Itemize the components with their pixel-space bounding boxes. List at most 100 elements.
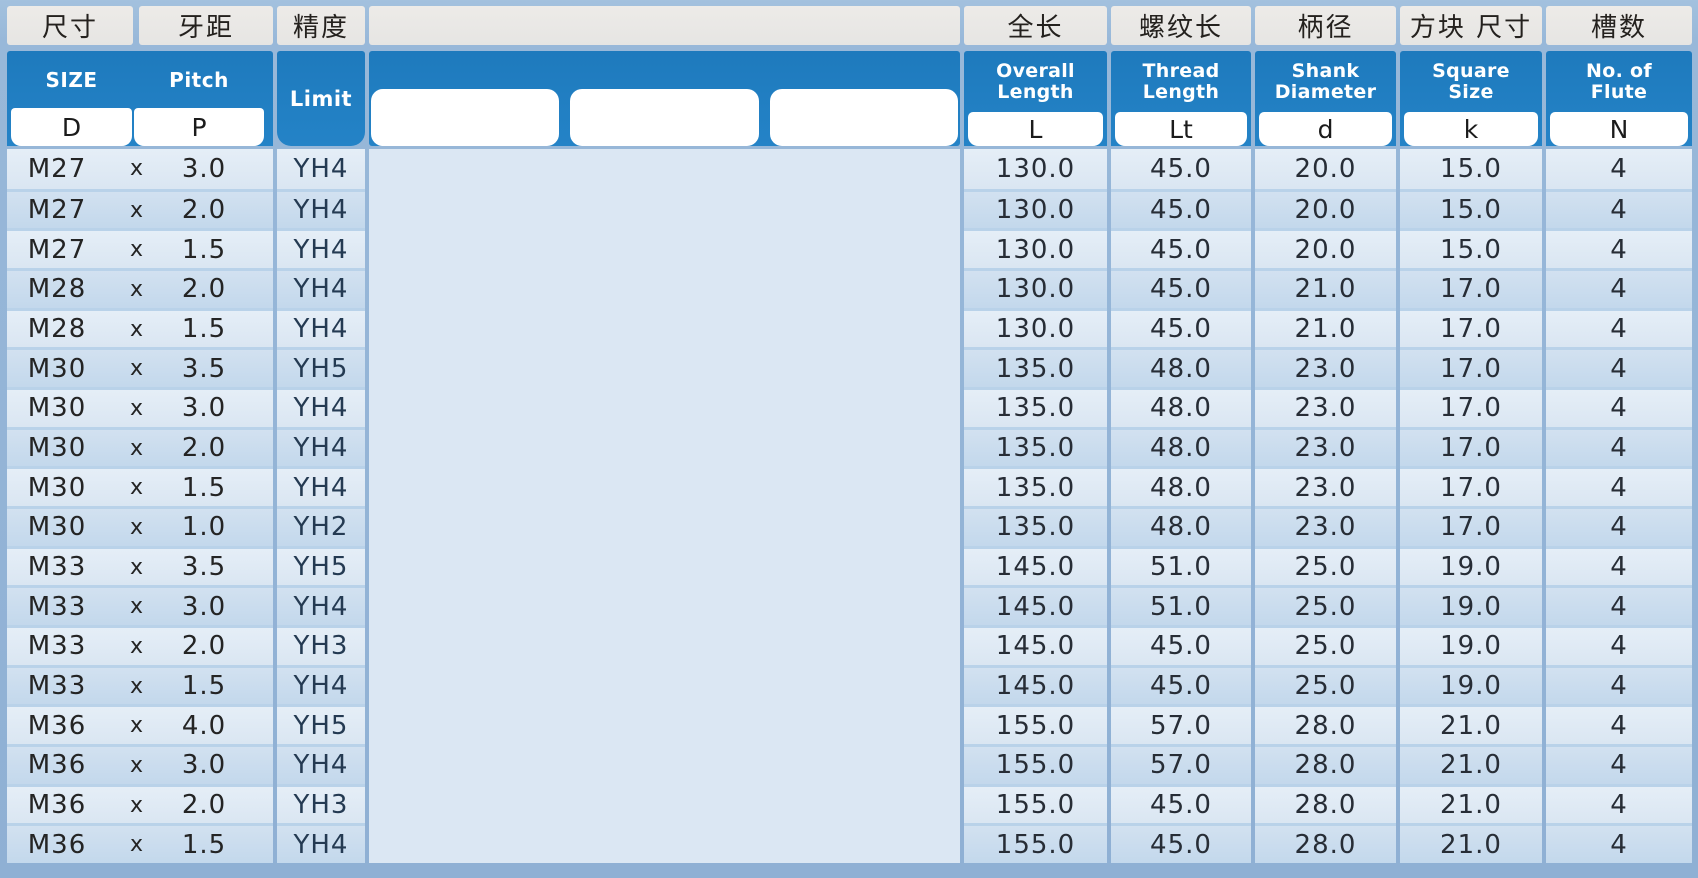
flute-count-cell: 4 [1546,426,1692,467]
x-separator: x [129,594,145,620]
overall-length-cell: 135.0 [964,387,1107,427]
pitch-value: 2.0 [181,790,227,821]
table-row: M36 x 1.5 YH4 155.0 45.0 28.0 21.0 4 [7,823,1692,864]
header-square-size-cell: Square Size k [1400,51,1542,146]
limit-cell: YH4 [277,426,365,467]
shank-diameter-cell: 28.0 [1255,823,1396,864]
blank-plate-2 [570,89,759,146]
pitch-value: 1.5 [181,472,227,503]
limit-cell: YH4 [277,149,365,189]
shank-diameter-cell: 23.0 [1255,426,1396,467]
square-size-cell: 17.0 [1400,506,1542,546]
table-row: M30 x 3.0 YH4 135.0 48.0 23.0 17.0 4 [7,387,1692,427]
header-pitch-en: Pitch [169,67,229,92]
shank-diameter-cell: 25.0 [1255,625,1396,665]
blank-cell [369,823,960,864]
thread-length-cell: 48.0 [1111,387,1251,427]
pitch-value: 1.0 [181,512,227,543]
header-shank-diameter-en: Shank Diameter [1274,59,1377,103]
pitch-value: 1.5 [181,234,227,265]
size-value: M36 [27,750,87,781]
size-pitch-cell: M30 x 3.5 [7,347,273,388]
pitch-value: 2.0 [181,631,227,662]
table-row: M30 x 2.0 YH4 135.0 48.0 23.0 17.0 4 [7,426,1692,467]
header-square-size-symbol: k [1404,112,1538,146]
table-row: M36 x 4.0 YH5 155.0 57.0 28.0 21.0 4 [7,704,1692,745]
thread-length-cell: 45.0 [1111,625,1251,665]
pitch-value: 1.5 [181,314,227,345]
size-pitch-cell: M36 x 3.0 [7,744,273,784]
size-value: M28 [27,314,87,345]
header-row-chinese: 尺寸 牙距 精度 全长 螺纹长 柄径 方块 尺寸 槽数 [7,6,1692,45]
size-value: M30 [27,353,87,384]
size-value: M33 [27,552,87,583]
blank-cell [369,506,960,546]
size-pitch-cell: M27 x 3.0 [7,149,273,189]
shank-diameter-cell: 28.0 [1255,704,1396,745]
flute-count-cell: 4 [1546,506,1692,546]
size-value: M30 [27,472,87,503]
square-size-cell: 19.0 [1400,545,1542,586]
overall-length-cell: 145.0 [964,625,1107,665]
overall-length-cell: 135.0 [964,426,1107,467]
x-separator: x [129,356,145,382]
square-size-cell: 21.0 [1400,744,1542,784]
shank-diameter-cell: 20.0 [1255,228,1396,269]
square-size-cell: 17.0 [1400,347,1542,388]
flute-count-cell: 4 [1546,387,1692,427]
limit-cell: YH4 [277,823,365,864]
header-square-size-cn: 方块 尺寸 [1400,6,1542,45]
overall-length-cell: 130.0 [964,228,1107,269]
square-size-cell: 21.0 [1400,783,1542,824]
limit-cell: YH4 [277,268,365,308]
x-separator: x [129,276,145,302]
size-pitch-cell: M30 x 3.0 [7,387,273,427]
blank-cell [369,783,960,824]
flute-count-cell: 4 [1546,664,1692,705]
blank-cell [369,625,960,665]
header-pitch-symbol: P [134,108,264,146]
x-separator: x [129,316,145,342]
overall-length-cell: 155.0 [964,783,1107,824]
x-separator: x [129,435,145,461]
size-pitch-cell: M33 x 3.0 [7,585,273,626]
blank-cell [369,307,960,348]
x-separator: x [129,832,145,858]
thread-length-cell: 48.0 [1111,426,1251,467]
square-size-cell: 15.0 [1400,188,1542,229]
size-pitch-cell: M28 x 1.5 [7,307,273,348]
header-blank-cn [369,6,960,45]
blank-cell [369,704,960,745]
pitch-value: 3.0 [181,750,227,781]
limit-cell: YH5 [277,545,365,586]
thread-length-cell: 57.0 [1111,744,1251,784]
size-value: M33 [27,631,87,662]
thread-length-cell: 45.0 [1111,823,1251,864]
blank-cell [369,744,960,784]
square-size-cell: 17.0 [1400,426,1542,467]
size-pitch-cell: M30 x 2.0 [7,426,273,467]
header-thread-length-en: Thread Length [1142,59,1220,103]
x-separator: x [129,475,145,501]
table-row: M33 x 3.0 YH4 145.0 51.0 25.0 19.0 4 [7,585,1692,626]
shank-diameter-cell: 23.0 [1255,347,1396,388]
header-shank-diameter-cn: 柄径 [1255,6,1396,45]
overall-length-cell: 145.0 [964,585,1107,626]
size-pitch-cell: M33 x 3.5 [7,545,273,586]
thread-length-cell: 51.0 [1111,545,1251,586]
table-row: M27 x 1.5 YH4 130.0 45.0 20.0 15.0 4 [7,228,1692,269]
limit-cell: YH2 [277,506,365,546]
blank-plate-3 [769,89,958,146]
flute-count-cell: 4 [1546,347,1692,388]
square-size-cell: 17.0 [1400,307,1542,348]
size-pitch-cell: M33 x 1.5 [7,664,273,705]
x-separator: x [129,237,145,263]
square-size-cell: 15.0 [1400,149,1542,189]
overall-length-cell: 135.0 [964,466,1107,507]
square-size-cell: 17.0 [1400,387,1542,427]
limit-cell: YH4 [277,228,365,269]
overall-length-cell: 130.0 [964,268,1107,308]
pitch-value: 3.0 [181,153,227,184]
header-pitch-cn: 牙距 [139,6,273,45]
flute-count-cell: 4 [1546,228,1692,269]
